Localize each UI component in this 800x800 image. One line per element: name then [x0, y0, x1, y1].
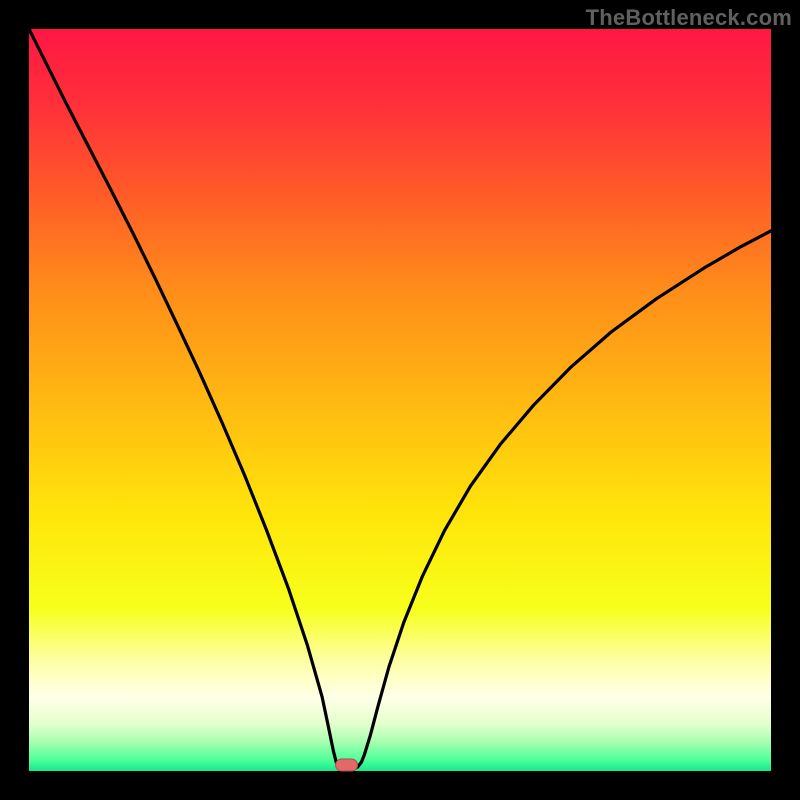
- plot-gradient-background: [29, 29, 771, 771]
- watermark-label: TheBottleneck.com: [586, 5, 792, 31]
- chart-container: TheBottleneck.com: [0, 0, 800, 800]
- bottleneck-chart: [0, 0, 800, 800]
- minimum-marker: [336, 759, 358, 771]
